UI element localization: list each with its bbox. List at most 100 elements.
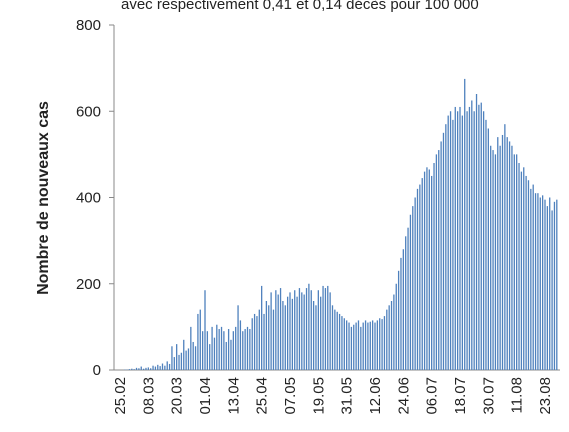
bar: [461, 115, 464, 370]
bar: [549, 197, 551, 370]
bar: [301, 292, 303, 370]
bar: [190, 326, 192, 370]
x-tick-label: 18.07: [452, 377, 469, 415]
bar: [338, 313, 341, 370]
bar: [397, 270, 400, 370]
bar: [265, 301, 268, 370]
bar: [253, 313, 256, 370]
bar: [286, 296, 289, 370]
bar: [551, 210, 553, 370]
bar: [329, 292, 331, 370]
bar: [246, 326, 249, 370]
y-tick-label: 400: [76, 190, 101, 207]
bar: [468, 106, 471, 370]
bar: [390, 301, 393, 370]
bar: [303, 294, 305, 370]
bar: [386, 309, 388, 370]
bar: [433, 163, 435, 370]
bar: [305, 288, 308, 370]
bar: [320, 296, 322, 370]
bar: [324, 288, 327, 370]
bar: [371, 320, 374, 370]
bar: [374, 322, 376, 370]
bar: [473, 111, 475, 370]
bar: [166, 361, 168, 370]
bar: [412, 206, 414, 370]
bar: [516, 154, 518, 370]
bar: [176, 344, 178, 370]
bar: [494, 154, 497, 370]
bar: [537, 193, 539, 370]
bar: [350, 326, 353, 370]
x-tick-label: 23.08: [537, 377, 554, 415]
bar: [506, 137, 508, 370]
bar: [435, 154, 438, 370]
bar: [376, 320, 379, 370]
bar: [445, 124, 447, 370]
bar: [438, 150, 440, 370]
bar: [258, 309, 260, 370]
x-tick-label: 13.04: [225, 377, 242, 415]
bar: [357, 320, 360, 370]
bar: [204, 290, 206, 370]
bar: [336, 311, 338, 370]
bar: [147, 367, 149, 370]
bar: [138, 368, 140, 370]
x-tick-label: 06.07: [424, 377, 441, 415]
bar: [546, 206, 549, 370]
bar: [268, 305, 270, 370]
bar: [251, 318, 253, 370]
x-tick-label: 12.06: [367, 377, 384, 415]
bar: [346, 320, 348, 370]
bar: [310, 290, 312, 370]
x-tick-label: 25.04: [254, 377, 271, 415]
bar: [341, 316, 343, 370]
bar: [485, 119, 487, 370]
bar: [447, 115, 449, 370]
bar: [480, 102, 482, 370]
bar: [383, 316, 386, 370]
bar: [199, 309, 201, 370]
bar: [518, 163, 520, 370]
bar: [157, 364, 159, 370]
bar: [159, 366, 161, 370]
x-tick-label: 07.05: [282, 377, 299, 415]
bar: [360, 326, 362, 370]
bar: [369, 321, 371, 370]
bar: [298, 288, 301, 370]
bar: [282, 301, 284, 370]
bar: [395, 283, 397, 370]
bar: [416, 188, 419, 370]
y-tick-label: 800: [76, 17, 101, 34]
bar: [227, 329, 230, 370]
bar: [431, 175, 433, 370]
bar: [275, 290, 277, 370]
bar: [187, 348, 190, 370]
bar: [454, 106, 456, 370]
bar: [289, 292, 291, 370]
bar: [161, 363, 164, 370]
bar: [367, 322, 369, 370]
bar: [449, 111, 452, 370]
bar: [201, 331, 204, 370]
bar: [364, 320, 367, 370]
bar: [362, 322, 364, 370]
y-tick-label: 600: [76, 103, 101, 120]
bar: [216, 324, 218, 370]
bar: [180, 352, 183, 370]
bar: [426, 167, 428, 370]
bar: [513, 154, 515, 370]
x-tick-label: 20.03: [169, 377, 186, 415]
bar: [487, 128, 489, 370]
bar: [128, 369, 131, 370]
bar: [284, 305, 286, 370]
bar: [353, 324, 355, 370]
bar: [405, 236, 407, 370]
bar: [530, 188, 532, 370]
bar: [452, 119, 454, 370]
bar: [308, 283, 310, 370]
bar: [379, 318, 381, 370]
bar: [459, 106, 461, 370]
bar: [140, 366, 142, 370]
